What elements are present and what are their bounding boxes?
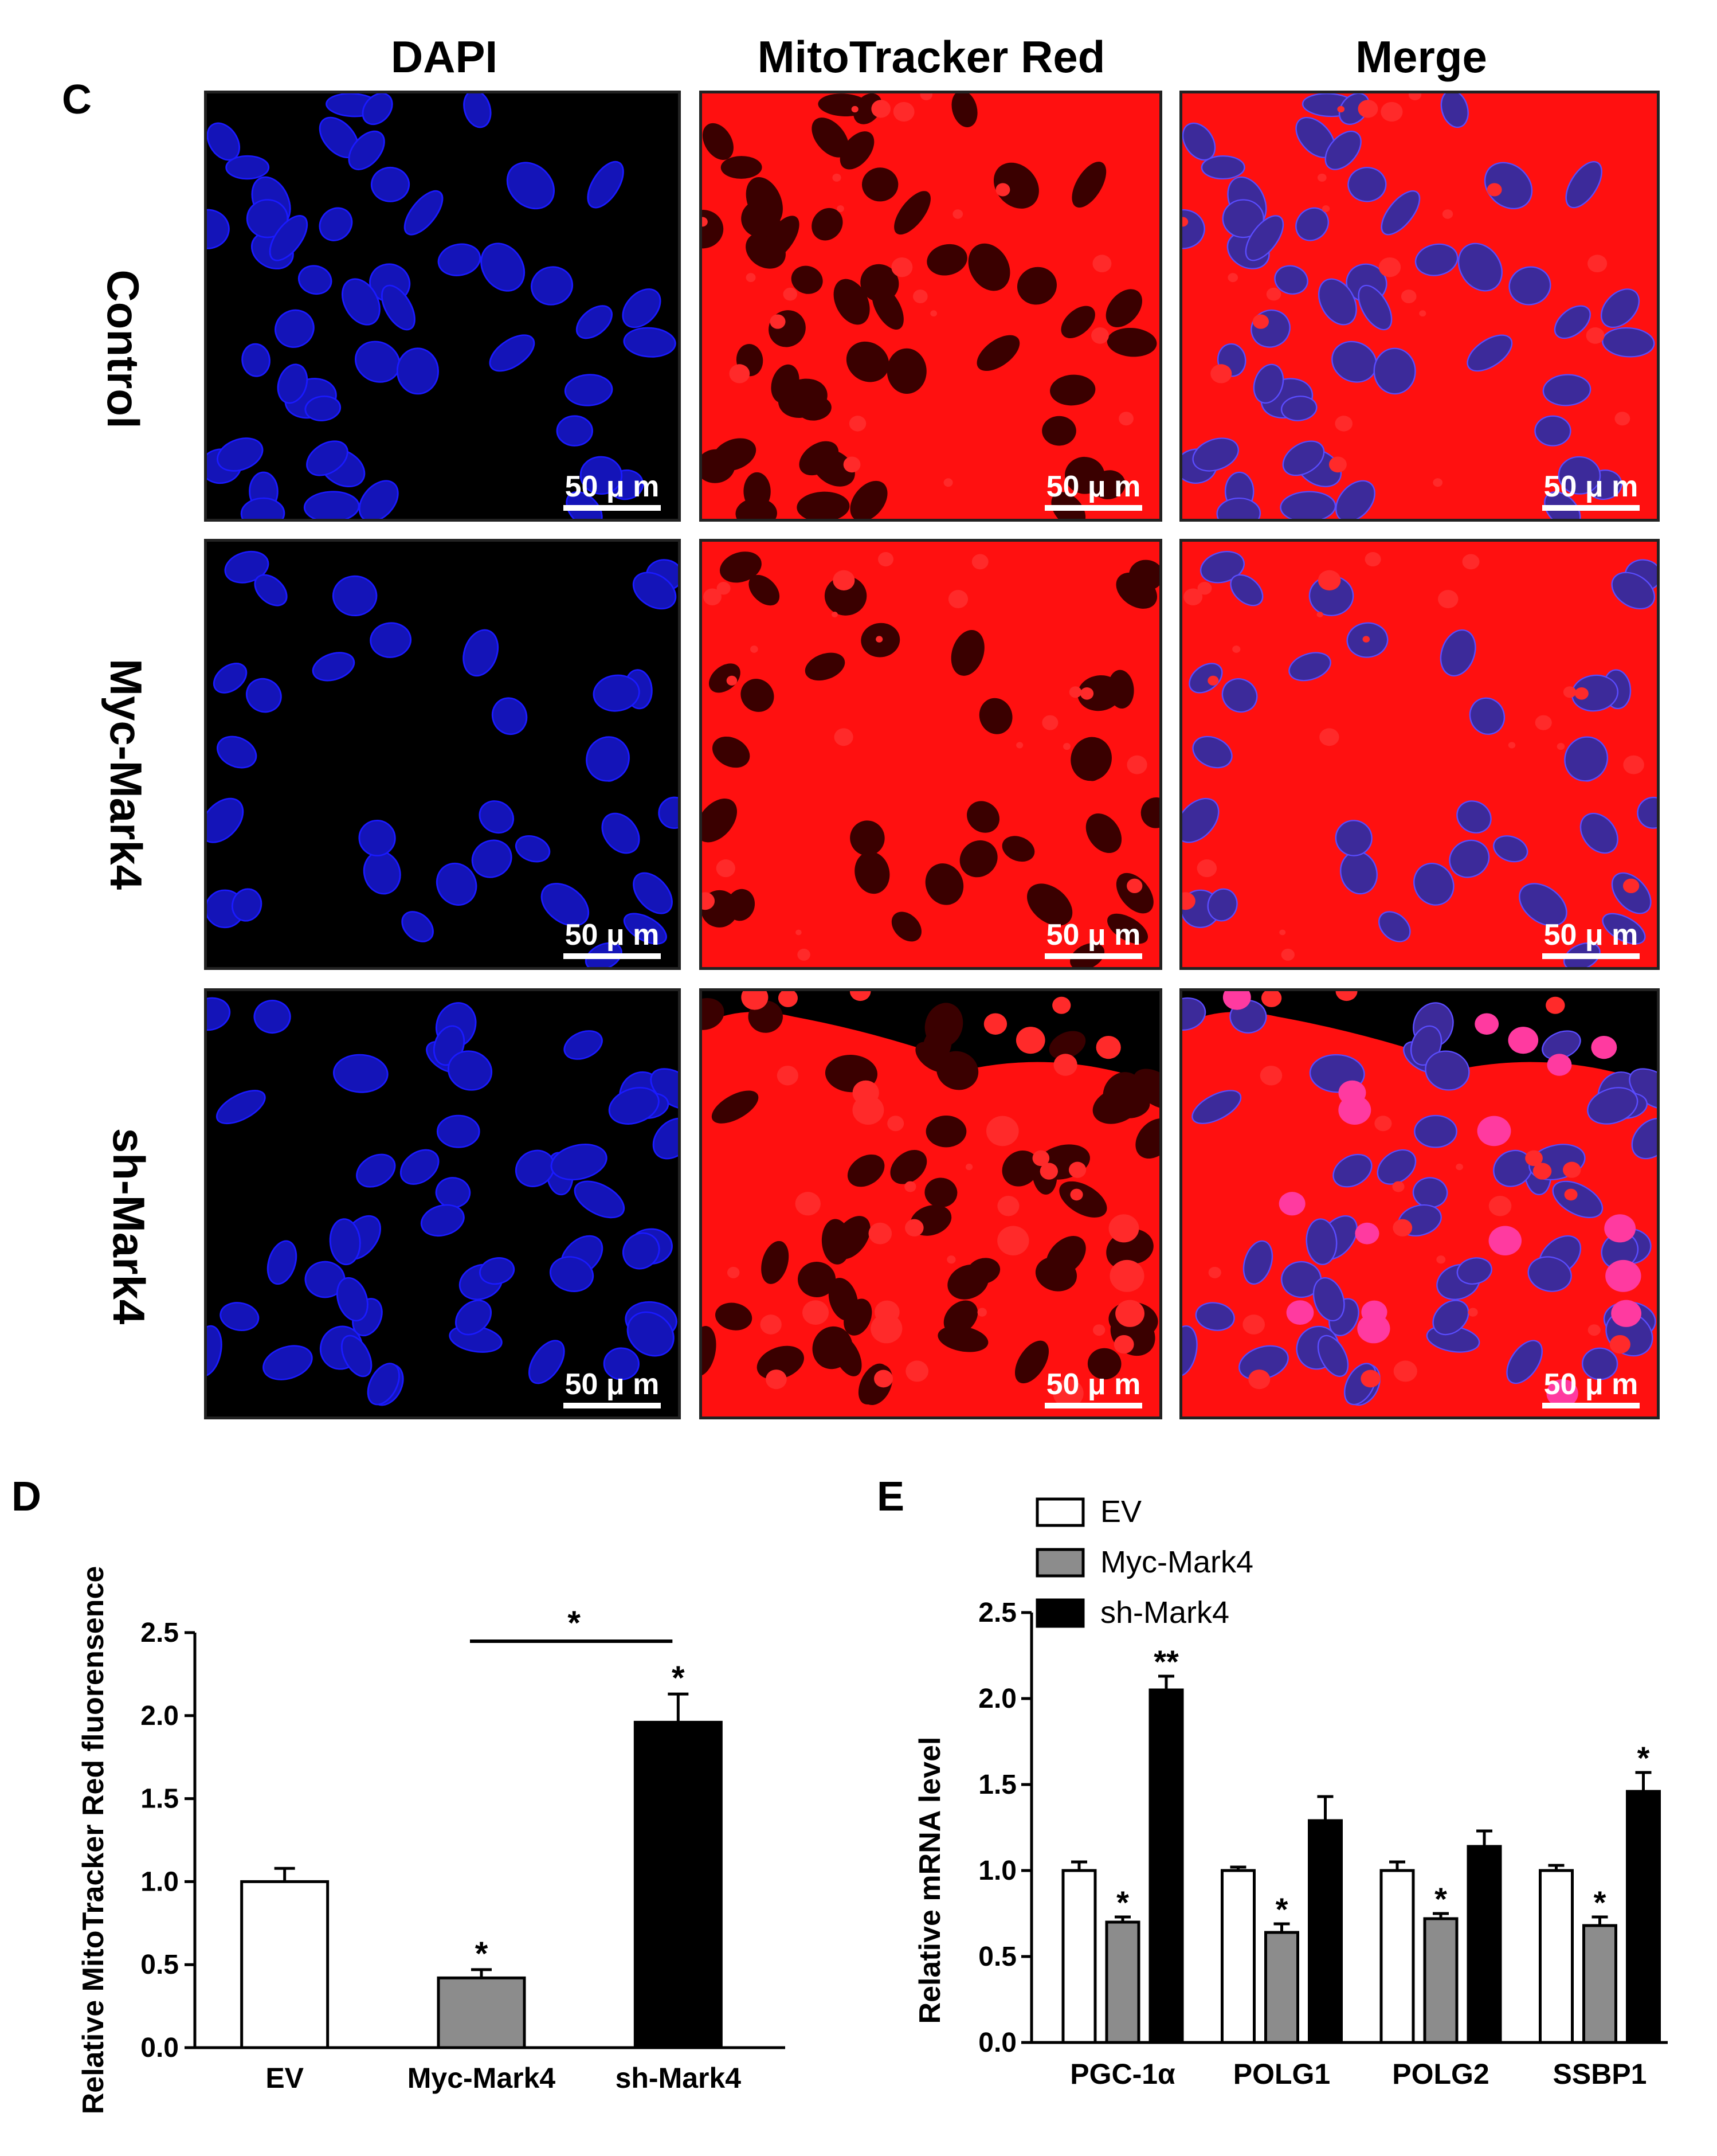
panel-e-letter: E xyxy=(877,1474,905,1520)
significance-bracket-label: * xyxy=(567,1605,581,1642)
legend-label-ev: EV xyxy=(1100,1494,1142,1529)
legend-swatch-ev xyxy=(1036,1497,1085,1527)
bar-sh-mark4-polg1 xyxy=(1308,1819,1343,2044)
bar-myc-mark4 xyxy=(437,1976,526,2049)
bar-myc-mark4-ssbp1 xyxy=(1582,1924,1617,2044)
scale-bar-line xyxy=(563,953,661,959)
scale-bar: 50 μ m xyxy=(563,1369,661,1408)
y-tick-label: 2.0 xyxy=(978,1684,1017,1714)
y-axis-label: Relative MitoTracker Red fluorensence xyxy=(77,1566,110,2115)
legend-label-sh-mark4: sh-Mark4 xyxy=(1100,1595,1229,1630)
y-tick-label: 0.5 xyxy=(140,1950,179,1980)
column-header-dapi: DAPI xyxy=(390,32,498,82)
scale-bar: 50 μ m xyxy=(563,472,661,511)
scale-bar: 50 μ m xyxy=(563,920,661,959)
scale-bar-label: 50 μ m xyxy=(565,1368,660,1401)
x-tick-label: Myc-Mark4 xyxy=(407,2062,556,2094)
y-tick-label: 0.0 xyxy=(140,2033,179,2063)
bar-sh-mark4 xyxy=(633,1720,723,2049)
bar-myc-mark4-polg1 xyxy=(1264,1931,1299,2044)
scale-bar: 50 μ m xyxy=(1542,472,1640,511)
significance-mark: * xyxy=(1276,1891,1288,1927)
panel-d-letter: D xyxy=(11,1474,41,1520)
scale-bar-line xyxy=(563,1403,661,1408)
bar-myc-mark4-pgc-1α xyxy=(1105,1920,1140,2044)
column-header-merge: Merge xyxy=(1355,32,1487,82)
scale-bar: 50 μ m xyxy=(1542,920,1640,959)
scale-bar-label: 50 μ m xyxy=(1046,470,1141,503)
row-label-myc-mark4: Myc-Mark4 xyxy=(101,659,151,890)
scale-bar-line xyxy=(1542,953,1640,959)
x-tick-label: EV xyxy=(265,2062,304,2094)
significance-mark: * xyxy=(1116,1884,1129,1920)
micrograph-myc-mark4-merge: 50 μ m xyxy=(1179,539,1660,970)
scale-bar-label: 50 μ m xyxy=(565,470,660,503)
row-label-sh-mark4: sh-Mark4 xyxy=(104,1128,154,1325)
scale-bar-label: 50 μ m xyxy=(1046,1368,1141,1401)
scale-bar: 50 μ m xyxy=(1045,1369,1142,1408)
significance-mark: ** xyxy=(1154,1644,1179,1680)
bar-ev-polg2 xyxy=(1379,1869,1415,2044)
y-tick-label: 1.0 xyxy=(140,1867,179,1897)
x-tick-label: SSBP1 xyxy=(1553,2058,1647,2090)
y-tick-label: 1.0 xyxy=(978,1856,1017,1886)
scale-bar-label: 50 μ m xyxy=(1046,918,1141,952)
scale-bar-line xyxy=(1542,505,1640,511)
bar-ev-pgc-1α xyxy=(1061,1869,1097,2044)
scale-bar-label: 50 μ m xyxy=(1543,470,1638,503)
significance-mark: * xyxy=(1594,1884,1606,1920)
legend-swatch-sh-mark4 xyxy=(1036,1598,1085,1628)
micrograph-myc-mark4-mitotracker: 50 μ m xyxy=(699,539,1162,970)
legend-label-myc-mark4: Myc-Mark4 xyxy=(1100,1545,1253,1579)
scale-bar-label: 50 μ m xyxy=(1543,918,1638,952)
bar-ev-polg1 xyxy=(1221,1869,1256,2044)
micrograph-myc-mark4-dapi: 50 μ m xyxy=(204,539,681,970)
significance-mark: * xyxy=(672,1660,685,1697)
y-tick-label: 2.0 xyxy=(140,1701,179,1731)
micrograph-control-dapi: 50 μ m xyxy=(204,91,681,522)
significance-mark: * xyxy=(1637,1740,1650,1776)
row-label-control: Control xyxy=(98,269,148,429)
x-tick-label: sh-Mark4 xyxy=(616,2062,742,2094)
significance-mark: * xyxy=(475,1935,488,1973)
y-tick-label: 0.0 xyxy=(978,2028,1017,2058)
scale-bar-label: 50 μ m xyxy=(565,918,660,952)
scale-bar: 50 μ m xyxy=(1542,1369,1640,1408)
scale-bar-line xyxy=(1542,1403,1640,1408)
bar-sh-mark4-ssbp1 xyxy=(1626,1790,1661,2044)
legend-swatch-myc-mark4 xyxy=(1036,1548,1085,1578)
bar-myc-mark4-polg2 xyxy=(1423,1917,1459,2044)
scale-bar-label: 50 μ m xyxy=(1543,1368,1638,1401)
panel-c-letter: C xyxy=(62,77,92,123)
scale-bar-line xyxy=(1045,505,1142,511)
column-header-mitotracker: MitoTracker Red xyxy=(757,32,1106,82)
y-tick-label: 2.5 xyxy=(140,1618,179,1648)
y-tick-label: 0.5 xyxy=(978,1942,1017,1972)
y-axis-label: Relative mRNA level xyxy=(914,1737,947,2024)
micrograph-sh-mark4-dapi: 50 μ m xyxy=(204,988,681,1419)
y-tick-label: 2.5 xyxy=(978,1598,1017,1628)
scale-bar-line xyxy=(1045,1403,1142,1408)
scale-bar-line xyxy=(563,505,661,511)
scale-bar: 50 μ m xyxy=(1045,472,1142,511)
x-tick-label: POLG2 xyxy=(1392,2058,1489,2090)
micrograph-sh-mark4-merge: 50 μ m xyxy=(1179,988,1660,1419)
x-tick-label: POLG1 xyxy=(1233,2058,1330,2090)
y-tick-label: 1.5 xyxy=(140,1784,179,1814)
micrograph-control-merge: 50 μ m xyxy=(1179,91,1660,522)
micrograph-sh-mark4-mitotracker: 50 μ m xyxy=(699,988,1162,1419)
bar-ev-ssbp1 xyxy=(1539,1869,1574,2044)
scale-bar: 50 μ m xyxy=(1045,920,1142,959)
bar-sh-mark4-pgc-1α xyxy=(1148,1688,1184,2044)
chart-d: 0.0 0.5 1.0 1.5 2.0 2.5 Relative MitoTracker R… xyxy=(77,1566,785,2115)
y-tick-label: 1.5 xyxy=(978,1770,1017,1800)
bar-sh-mark4-polg2 xyxy=(1467,1845,1502,2044)
x-tick-label: PGC-1α xyxy=(1070,2058,1175,2090)
scale-bar-line xyxy=(1045,953,1142,959)
bar-ev xyxy=(240,1880,330,2049)
micrograph-control-mitotracker: 50 μ m xyxy=(699,91,1162,522)
significance-mark: * xyxy=(1434,1881,1447,1917)
